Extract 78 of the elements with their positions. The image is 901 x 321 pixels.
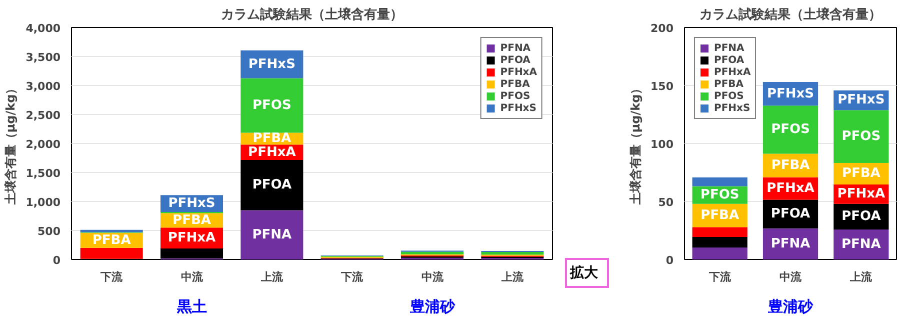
legend-label: PFNA	[714, 42, 744, 54]
chart-title: カラム試験結果（土壌含有量）	[700, 6, 882, 22]
legend-label: PFOA	[714, 54, 744, 66]
chart-title: カラム試験結果（土壌含有量）	[221, 6, 403, 22]
x-tick-label: 中流	[421, 270, 444, 284]
text: 豊浦砂	[408, 298, 456, 316]
data-label: PFHxA	[766, 181, 814, 196]
legend-label: PFOS	[500, 90, 530, 102]
y-tick-label: 150	[650, 80, 674, 93]
data-label: PFOS	[252, 98, 292, 114]
y-tick-label: 100	[650, 138, 674, 151]
data-label: PFHxA	[837, 186, 886, 202]
legend-label: PFOA	[500, 54, 530, 66]
y-axis-title: 土壌含有量（μg/kg）	[628, 82, 643, 206]
data-label: PFOA	[770, 206, 810, 222]
data-label: PFHxS	[838, 92, 885, 108]
data-label: PFOS	[771, 122, 810, 138]
x-tick-label: 中流	[780, 270, 802, 284]
y-tick-label: 2,500	[26, 109, 61, 122]
data-label: PFHxS	[248, 56, 296, 72]
legend-label: PFBA	[500, 78, 530, 90]
bar	[240, 160, 304, 210]
data-label: PFBA	[700, 208, 740, 224]
y-tick-label: 200	[650, 22, 674, 35]
x-tick-label: 下流	[340, 270, 364, 284]
data-label: PFHxS	[168, 196, 216, 212]
data-label: PFHxA	[248, 144, 296, 160]
bar	[692, 248, 748, 260]
legend-label: PFBA	[714, 78, 744, 90]
bar	[240, 210, 304, 260]
x-tick-label: 上流	[260, 270, 284, 284]
y-tick-label: 50	[658, 196, 674, 209]
x-tick-label: 下流	[708, 270, 732, 284]
data-label: PFBA	[92, 232, 131, 248]
legend-label: PFHxS	[714, 102, 750, 114]
data-label: PFNA	[252, 227, 292, 242]
data-label: PFOS	[842, 129, 881, 144]
y-tick-label: 2,000	[26, 138, 61, 151]
data-label: PFHxA	[168, 230, 216, 246]
bar	[481, 252, 544, 255]
legend-label: PFNA	[500, 42, 531, 54]
data-label: PFOS	[700, 188, 740, 203]
bar	[692, 227, 748, 237]
data-label: PFOA	[842, 209, 881, 224]
y-tick-label: 500	[38, 225, 61, 238]
bar	[240, 78, 304, 133]
data-label: PFBA	[771, 158, 810, 173]
x-tick-label: 上流	[500, 270, 524, 284]
text: 豊浦砂	[767, 298, 814, 316]
data-label: PFNA	[770, 236, 810, 252]
data-label: PFBA	[842, 166, 880, 182]
y-axis-title: 土壌含有量（μg/kg）	[4, 82, 18, 206]
text: 黒土	[176, 298, 207, 316]
data-label: PFNA	[841, 236, 881, 252]
data-label: PFOA	[252, 178, 292, 193]
legend-label: PFHxA	[714, 66, 751, 78]
legend-label: PFHxS	[500, 102, 536, 114]
bar	[834, 110, 889, 163]
bar	[692, 177, 748, 186]
x-tick-label: 中流	[180, 270, 204, 284]
y-tick-label: 3,500	[26, 51, 61, 64]
legend-label: PFOS	[714, 90, 744, 102]
data-label: PFBA	[172, 212, 211, 228]
bar	[80, 248, 143, 259]
y-tick-label: 1,500	[26, 167, 61, 180]
bar	[762, 106, 818, 154]
y-tick-label: 1,000	[26, 196, 61, 209]
data-label: PFBA	[252, 131, 292, 146]
y-tick-label: 3,000	[26, 80, 61, 93]
x-tick-label: 下流	[100, 270, 124, 284]
x-tick-label: 上流	[849, 270, 874, 284]
data-label: PFHxS	[766, 86, 814, 102]
y-tick-label: 0	[52, 254, 61, 267]
y-tick-label: 4,000	[26, 22, 61, 35]
bar	[692, 236, 748, 248]
legend-label: PFHxA	[500, 66, 537, 78]
y-tick-label: 0	[666, 254, 674, 267]
text: 拡大	[570, 264, 598, 283]
